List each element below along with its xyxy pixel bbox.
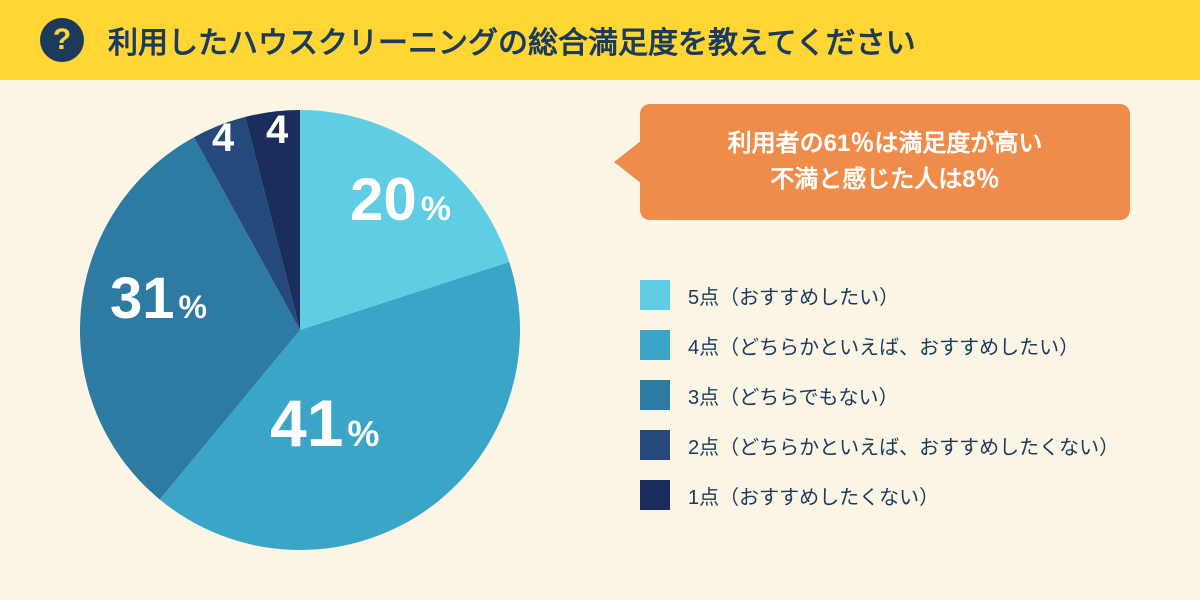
question-icon-glyph: ?: [53, 23, 71, 57]
legend-label: 5点（おすすめしたい）: [688, 281, 899, 310]
legend-label: 4点（どちらかといえば、おすすめしたい）: [688, 331, 1079, 360]
pie-label-p2: 4: [212, 118, 234, 158]
pie-label-num: 20: [350, 170, 417, 230]
legend-swatch: [640, 380, 670, 410]
callout-line-1: 利用者の61％は満足度が高い: [660, 126, 1110, 162]
legend-item-4: 1点（おすすめしたくない）: [640, 480, 1119, 510]
legend-swatch: [640, 430, 670, 460]
header-bar: ? 利用したハウスクリーニングの総合満足度を教えてください: [0, 0, 1200, 80]
legend-label: 3点（どちらでもない）: [688, 381, 899, 410]
legend-swatch: [640, 330, 670, 360]
pie-label-p3: 31%: [110, 270, 207, 328]
pie-label-num: 4: [212, 118, 234, 158]
pie-label-num: 41: [270, 390, 343, 456]
legend-label: 2点（どちらかといえば、おすすめしたくない）: [688, 431, 1119, 460]
pie-label-p1: 4: [266, 110, 288, 150]
legend-item-1: 4点（どちらかといえば、おすすめしたい）: [640, 330, 1119, 360]
pie-label-p5: 20%: [350, 170, 451, 230]
pie-label-unit: %: [179, 291, 207, 323]
legend-item-0: 5点（おすすめしたい）: [640, 280, 1119, 310]
pie-label-unit: %: [347, 416, 379, 452]
question-icon: ?: [40, 18, 84, 62]
header-title: 利用したハウスクリーニングの総合満足度を教えてください: [108, 18, 916, 62]
legend-item-2: 3点（どちらでもない）: [640, 380, 1119, 410]
callout-arrow: [614, 140, 642, 184]
pie-chart: 20%41%31%44: [80, 110, 520, 550]
legend-swatch: [640, 480, 670, 510]
pie-label-unit: %: [421, 192, 451, 226]
summary-callout: 利用者の61％は満足度が高い 不満と感じた人は8％: [640, 104, 1130, 220]
pie-label-num: 31: [110, 270, 175, 328]
content-area: 20%41%31%44 利用者の61％は満足度が高い 不満と感じた人は8％ 5点…: [0, 80, 1200, 600]
legend-swatch: [640, 280, 670, 310]
pie-label-num: 4: [266, 110, 288, 150]
page: ? 利用したハウスクリーニングの総合満足度を教えてください 20%41%31%4…: [0, 0, 1200, 600]
legend-item-3: 2点（どちらかといえば、おすすめしたくない）: [640, 430, 1119, 460]
pie-label-p4: 41%: [270, 390, 379, 456]
legend-label: 1点（おすすめしたくない）: [688, 481, 939, 510]
legend: 5点（おすすめしたい） 4点（どちらかといえば、おすすめしたい） 3点（どちらでもな…: [640, 280, 1119, 530]
callout-line-2: 不満と感じた人は8％: [660, 162, 1110, 198]
